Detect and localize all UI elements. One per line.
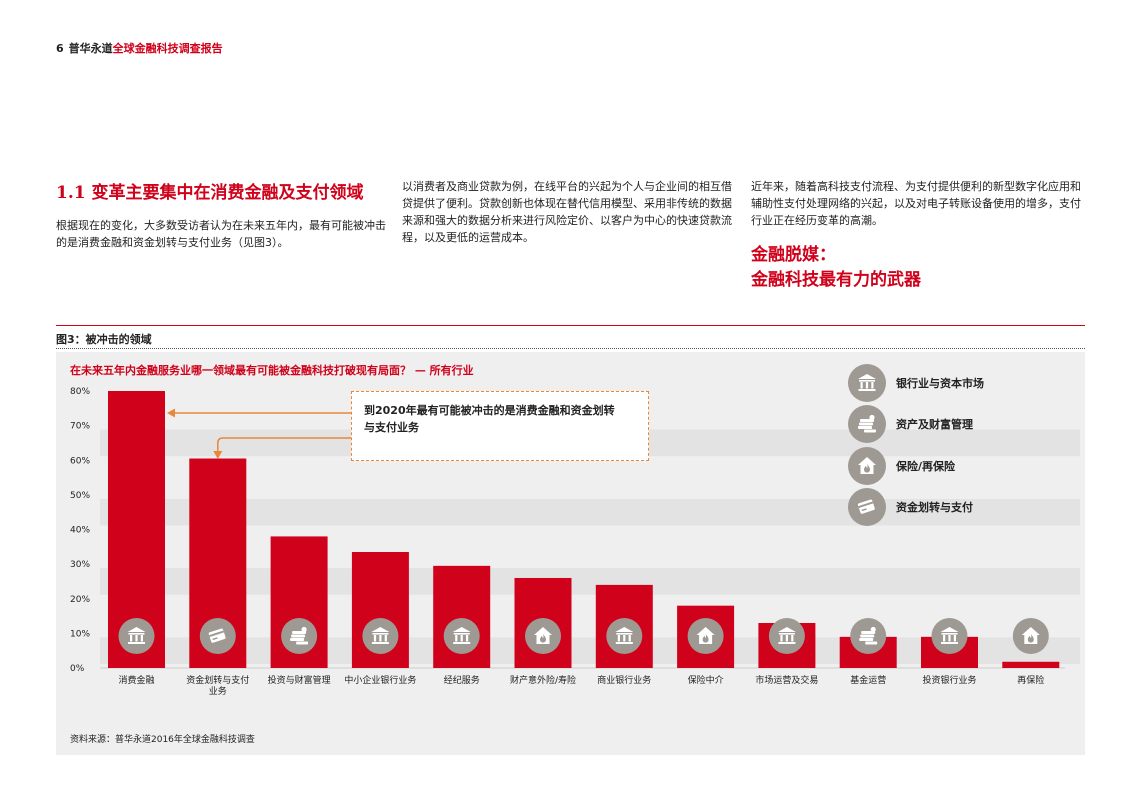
legend-item-banking: 银行业与资本市场 [848,364,984,402]
legend-item-payments: 资金划转与支付 [848,488,973,526]
body-text-column-2: 以消费者及商业贷款为例，在线平台的兴起为个人与企业间的相互借贷提供了便利。贷款创… [402,180,732,244]
chart-question: 在未来五年内金融服务业哪一领域最有可能被金融科技打破现有局面？ — 所有行业 [70,364,474,377]
figure-dotted-rule [56,348,1085,349]
background-band [100,568,1080,595]
coins-icon [850,618,887,654]
legend-label: 资金划转与支付 [896,501,973,514]
bank-icon [118,618,155,654]
page-header: 6 普华永道全球金融科技调查报告 [56,40,223,56]
house-fire-icon [525,618,561,654]
y-tick-label: 20% [70,595,90,605]
publisher-name: 普华永道 [68,42,113,55]
x-tick-label: 中小企业银行业务 [344,674,416,686]
house-fire-icon [1012,618,1049,654]
y-tick-label: 40% [70,526,90,536]
body-text-column-1: 根据现在的变化，大多数受访者认为在未来五年内，最有可能被冲击的是消费金融和资金划… [56,219,386,249]
callout-line-2: 与支付业务 [364,421,419,434]
figure-source: 资料来源：普华永道2016年全球金融科技调查 [70,735,255,745]
y-tick-label: 80% [70,387,90,397]
y-tick-label: 30% [70,560,90,570]
legend-item-wealth: 资产及财富管理 [848,405,973,443]
x-tick-label: 基金运营 [850,674,886,686]
x-tick-label: 再保险 [1017,674,1044,686]
section-title: 1.1 变革主要集中在消费金融及支付领域 [56,183,364,203]
x-tick-label: 投资银行业务 [922,674,976,686]
bar-series [108,391,1060,668]
y-axis: 0% 10% 20% 30% 40% 50% 60% 70% 80% [70,387,1065,674]
chart-callout: 到2020年最有可能被冲击的是消费金融和资金划转 与支付业务 [351,391,649,461]
x-axis-labels: 消费金融 资金划转与支付业务 投资与财富管理 中小企业银行业务 经纪服务 财产意外险/寿险… [118,674,1044,697]
background-band [100,637,1080,664]
background-band [100,498,1080,526]
y-tick-label: 50% [70,491,90,501]
bank-icon [362,618,399,654]
bank-icon [931,618,968,654]
callout-arrow-head [167,408,175,418]
callout-line-1: 到2020年最有可能被冲击的是消费金融和资金划转 [364,404,615,417]
x-tick-label: 资金划转与支付业务 [186,674,249,697]
y-tick-label: 70% [70,422,90,432]
y-tick-label: 10% [70,629,90,639]
x-tick-label: 市场运营及交易 [755,674,818,686]
bank-icon [848,364,886,402]
coins-icon [281,618,318,654]
legend-label: 银行业与资本市场 [896,377,984,390]
y-tick-label: 0% [70,664,85,674]
house-fire-icon [687,618,724,654]
callout-arrow-line [217,437,351,452]
legend-item-insurance: 保险/再保险 [848,447,955,485]
figure-top-rule [56,325,1085,326]
x-tick-label: 经纪服务 [444,674,480,686]
figure-title: 图3：被冲击的领域 [56,333,152,346]
x-tick-label: 消费金融 [118,674,154,686]
legend-label: 保险/再保险 [896,460,956,473]
page-number: 6 [56,42,64,55]
house-fire-icon [848,447,886,485]
card-icon [848,488,886,526]
bank-icon [443,618,480,654]
pull-quote-line-1: 金融脱媒： [751,245,836,265]
callout-arrows [167,408,351,459]
x-tick-label: 投资与财富管理 [268,674,331,686]
y-tick-label: 60% [70,456,90,466]
document-title: 全球金融科技调查报告 [112,42,223,55]
pull-quote: 金融脱媒： 金融科技最有力的武器 [751,243,921,293]
bar [1002,661,1060,668]
x-tick-label: 商业银行业务 [597,674,651,686]
pull-quote-line-2: 金融科技最有力的武器 [751,270,921,290]
legend-label: 资产及财富管理 [896,418,973,431]
card-icon [199,618,236,654]
x-tick-label: 财产意外险/寿险 [510,674,576,686]
callout-arrow-head [213,451,223,459]
body-text-column-3: 近年来，随着高科技支付流程、为支付提供便利的新型数字化应用和辅助性支付处理网络的… [751,180,1081,227]
bank-icon [606,618,643,654]
x-tick-label: 保险中介 [688,674,724,686]
bank-icon [768,618,805,654]
coins-icon [848,405,886,443]
